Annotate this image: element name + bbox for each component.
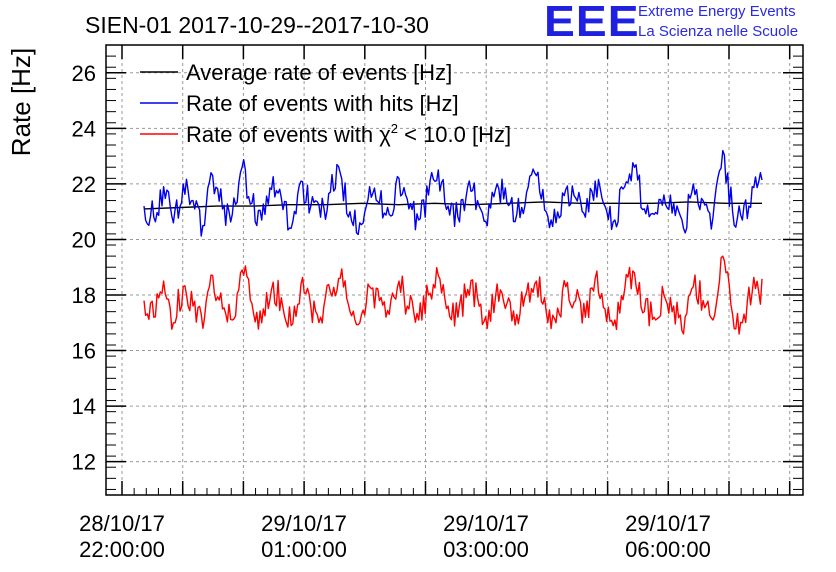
plot-frame bbox=[105, 44, 804, 496]
legend-label-average: Average rate of events [Hz] bbox=[186, 60, 452, 85]
legend-chi2-main: Rate of events with χ bbox=[186, 122, 391, 147]
y-tick-label: 16 bbox=[72, 339, 96, 364]
eee-logo: EEE Extreme Energy Events La Scienza nel… bbox=[544, 0, 834, 46]
logo-line-2: La Scienza nelle Scuole bbox=[638, 23, 799, 40]
chart-title: SIEN-01 2017-10-29--2017-10-30 bbox=[85, 12, 429, 38]
y-tick-label: 24 bbox=[72, 116, 96, 141]
y-tick-label: 26 bbox=[72, 61, 96, 86]
logo-line-1: Extreme Energy Events bbox=[638, 3, 796, 20]
series-line-chi2 bbox=[143, 255, 763, 335]
x-tick-date: 29/10/17 bbox=[625, 511, 711, 536]
legend: Average rate of events [Hz] Rate of even… bbox=[140, 60, 511, 147]
eee-logo-mark: EEE bbox=[544, 0, 640, 46]
grid-lines bbox=[106, 45, 803, 495]
legend-chi2-sup: 2 bbox=[391, 121, 398, 136]
y-tick-label: 12 bbox=[72, 450, 96, 475]
x-tick-date: 29/10/17 bbox=[261, 511, 347, 536]
y-axis-label: Rate [Hz] bbox=[6, 48, 36, 156]
x-tick-date: 28/10/17 bbox=[79, 511, 165, 536]
x-tick-date: 29/10/17 bbox=[443, 511, 529, 536]
axis-ticks bbox=[106, 45, 803, 495]
x-tick-time: 22:00:00 bbox=[79, 537, 165, 562]
legend-label-chi2: Rate of events with χ2 < 10.0 [Hz] bbox=[186, 121, 511, 147]
y-tick-label: 22 bbox=[72, 172, 96, 197]
series-line-hits bbox=[143, 149, 763, 237]
x-tick-time: 06:00:00 bbox=[625, 537, 711, 562]
y-tick-labels: 12 14 16 18 20 22 24 26 bbox=[72, 61, 96, 475]
legend-label-hits: Rate of events with hits [Hz] bbox=[186, 91, 459, 116]
y-tick-label: 14 bbox=[72, 394, 96, 419]
x-tick-labels: 28/10/1722:00:0029/10/1701:00:0029/10/17… bbox=[79, 511, 711, 562]
y-tick-label: 20 bbox=[72, 227, 96, 252]
legend-chi2-tail: < 10.0 [Hz] bbox=[398, 122, 511, 147]
data-series bbox=[143, 149, 763, 335]
y-tick-label: 18 bbox=[72, 283, 96, 308]
x-tick-time: 01:00:00 bbox=[261, 537, 347, 562]
x-tick-time: 03:00:00 bbox=[443, 537, 529, 562]
